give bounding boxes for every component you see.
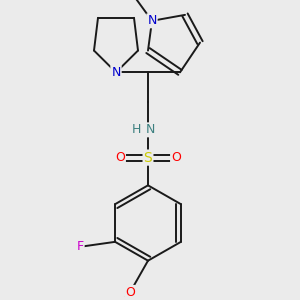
Text: N: N: [145, 123, 155, 136]
Text: F: F: [76, 240, 84, 253]
Text: O: O: [115, 151, 125, 164]
Text: S: S: [144, 151, 152, 165]
Text: N: N: [111, 66, 121, 79]
Text: H: H: [131, 123, 141, 136]
Text: O: O: [125, 286, 135, 299]
Text: O: O: [171, 151, 181, 164]
Text: N: N: [147, 14, 157, 27]
